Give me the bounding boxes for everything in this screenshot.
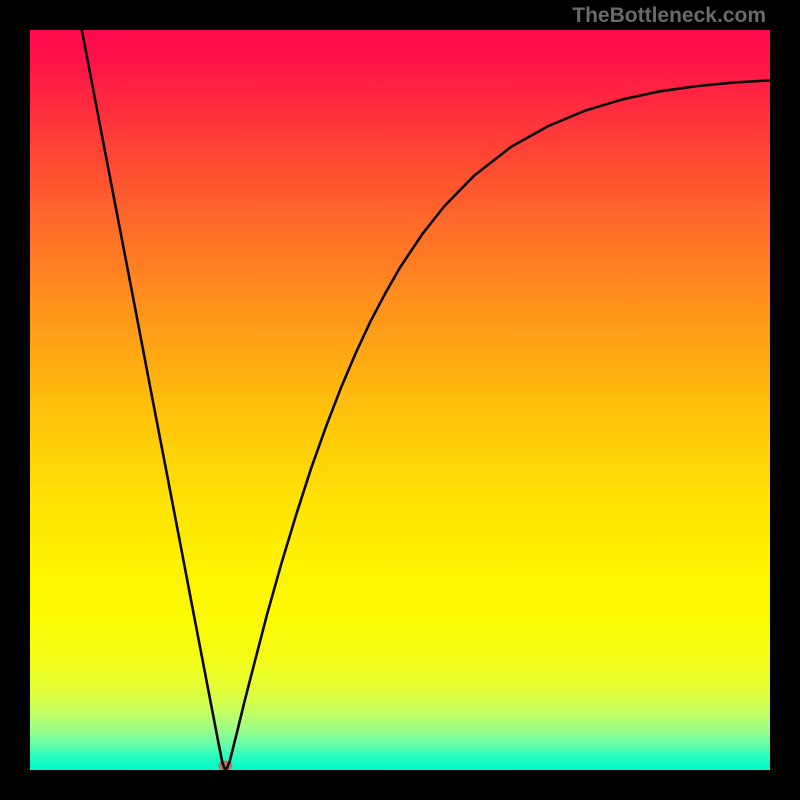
chart-root: TheBottleneck.com — [0, 0, 800, 800]
watermark-text: TheBottleneck.com — [572, 4, 766, 28]
bottleneck-curve — [82, 30, 770, 769]
plot-area — [30, 30, 770, 770]
curve-layer — [30, 30, 770, 770]
